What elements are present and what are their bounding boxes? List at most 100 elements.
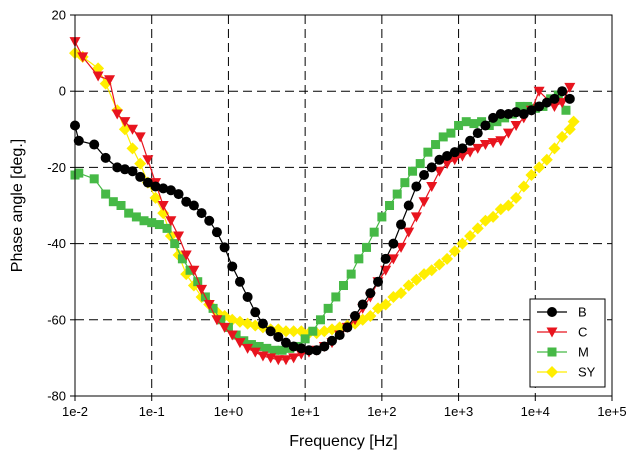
data-point-c	[456, 151, 468, 162]
data-point-b	[319, 341, 330, 352]
data-point-c	[188, 265, 200, 276]
data-point-b	[188, 200, 199, 211]
data-point-b	[89, 139, 100, 150]
data-point-c	[242, 343, 254, 354]
data-point-m	[177, 254, 187, 264]
data-point-m	[193, 277, 203, 287]
data-point-sy	[126, 142, 139, 155]
data-point-c	[533, 86, 545, 97]
data-point-c	[234, 338, 246, 349]
data-point-b	[526, 105, 537, 116]
data-point-b	[380, 253, 391, 264]
data-point-m	[162, 223, 172, 233]
data-point-c	[556, 98, 568, 109]
data-point-m	[170, 239, 180, 249]
data-point-b	[288, 341, 299, 352]
legend-item-sy: SY	[537, 365, 596, 380]
data-point-m	[385, 201, 395, 210]
data-point-b	[342, 322, 353, 333]
data-point-m	[254, 341, 264, 351]
data-point-b	[242, 291, 253, 302]
data-point-sy	[410, 273, 423, 286]
data-point-m	[415, 159, 425, 169]
y-tick-label: 20	[52, 8, 66, 23]
data-point-b	[465, 135, 476, 146]
data-point-b	[326, 335, 337, 346]
data-point-m	[277, 345, 287, 355]
data-point-c	[487, 138, 499, 149]
data-point-b	[488, 112, 499, 123]
data-point-sy	[502, 199, 515, 212]
data-point-m	[108, 197, 118, 207]
data-point-m	[124, 208, 134, 218]
data-point-b	[265, 326, 276, 337]
data-point-sy	[456, 237, 469, 250]
data-point-m	[431, 140, 441, 150]
data-point-b	[181, 196, 192, 207]
plot-frame	[74, 14, 613, 397]
data-point-b	[534, 101, 545, 112]
data-point-b	[227, 261, 238, 272]
data-point-b	[219, 242, 230, 253]
data-point-m	[338, 281, 348, 291]
data-point-b	[457, 143, 468, 154]
data-point-b	[426, 162, 437, 173]
data-point-c	[111, 109, 123, 120]
data-point-sy	[510, 191, 523, 204]
data-point-b	[234, 276, 245, 287]
data-point-c	[510, 120, 522, 131]
data-point-b	[495, 109, 506, 120]
data-point-sy	[487, 210, 500, 223]
legend-label: SY	[578, 365, 596, 380]
data-point-c	[226, 330, 238, 341]
legend-label: M	[578, 345, 589, 360]
data-point-c	[127, 124, 139, 135]
data-point-c	[157, 201, 169, 211]
data-point-b	[365, 288, 376, 299]
y-tick-label: 0	[59, 84, 66, 99]
data-point-m	[315, 315, 325, 325]
data-point-b	[564, 93, 575, 104]
data-point-c	[426, 181, 438, 192]
data-point-b	[511, 107, 522, 118]
series-sy	[69, 47, 580, 340]
data-point-m	[346, 269, 356, 279]
data-point-c	[395, 242, 407, 253]
data-point-c	[418, 197, 430, 208]
data-point-b	[442, 150, 453, 161]
series-line-sy	[74, 52, 575, 334]
legend-item-b: B	[537, 305, 587, 320]
data-point-sy	[525, 169, 538, 182]
data-point-b	[419, 170, 430, 181]
data-point-sy	[441, 252, 454, 265]
data-point-sy	[364, 309, 377, 322]
data-point-c	[495, 136, 507, 147]
data-point-m	[515, 101, 525, 111]
data-point-m	[446, 128, 456, 138]
data-point-b	[396, 219, 407, 230]
y-tick-label: -20	[47, 160, 66, 175]
x-tick-label: 1e+0	[214, 404, 243, 419]
y-axis-label: Phase angle [deg.]	[9, 139, 26, 272]
data-point-c	[119, 117, 131, 128]
data-point-b	[518, 109, 529, 120]
data-point-m	[323, 303, 333, 313]
data-point-b	[250, 307, 261, 318]
data-point-c	[180, 250, 192, 261]
data-point-b	[173, 189, 184, 200]
data-point-m	[185, 265, 195, 275]
data-point-b	[373, 276, 384, 287]
data-point-sy	[395, 287, 408, 300]
data-point-m	[74, 168, 84, 178]
data-point-m	[101, 189, 111, 199]
legend-item-m: M	[537, 345, 589, 360]
data-point-b	[388, 238, 399, 249]
data-point-b	[112, 162, 123, 173]
data-point-m	[116, 201, 126, 210]
data-point-m	[269, 345, 279, 355]
data-point-m	[208, 303, 218, 313]
data-point-b	[480, 120, 491, 131]
series-layer	[69, 37, 580, 366]
data-point-c	[92, 71, 104, 82]
